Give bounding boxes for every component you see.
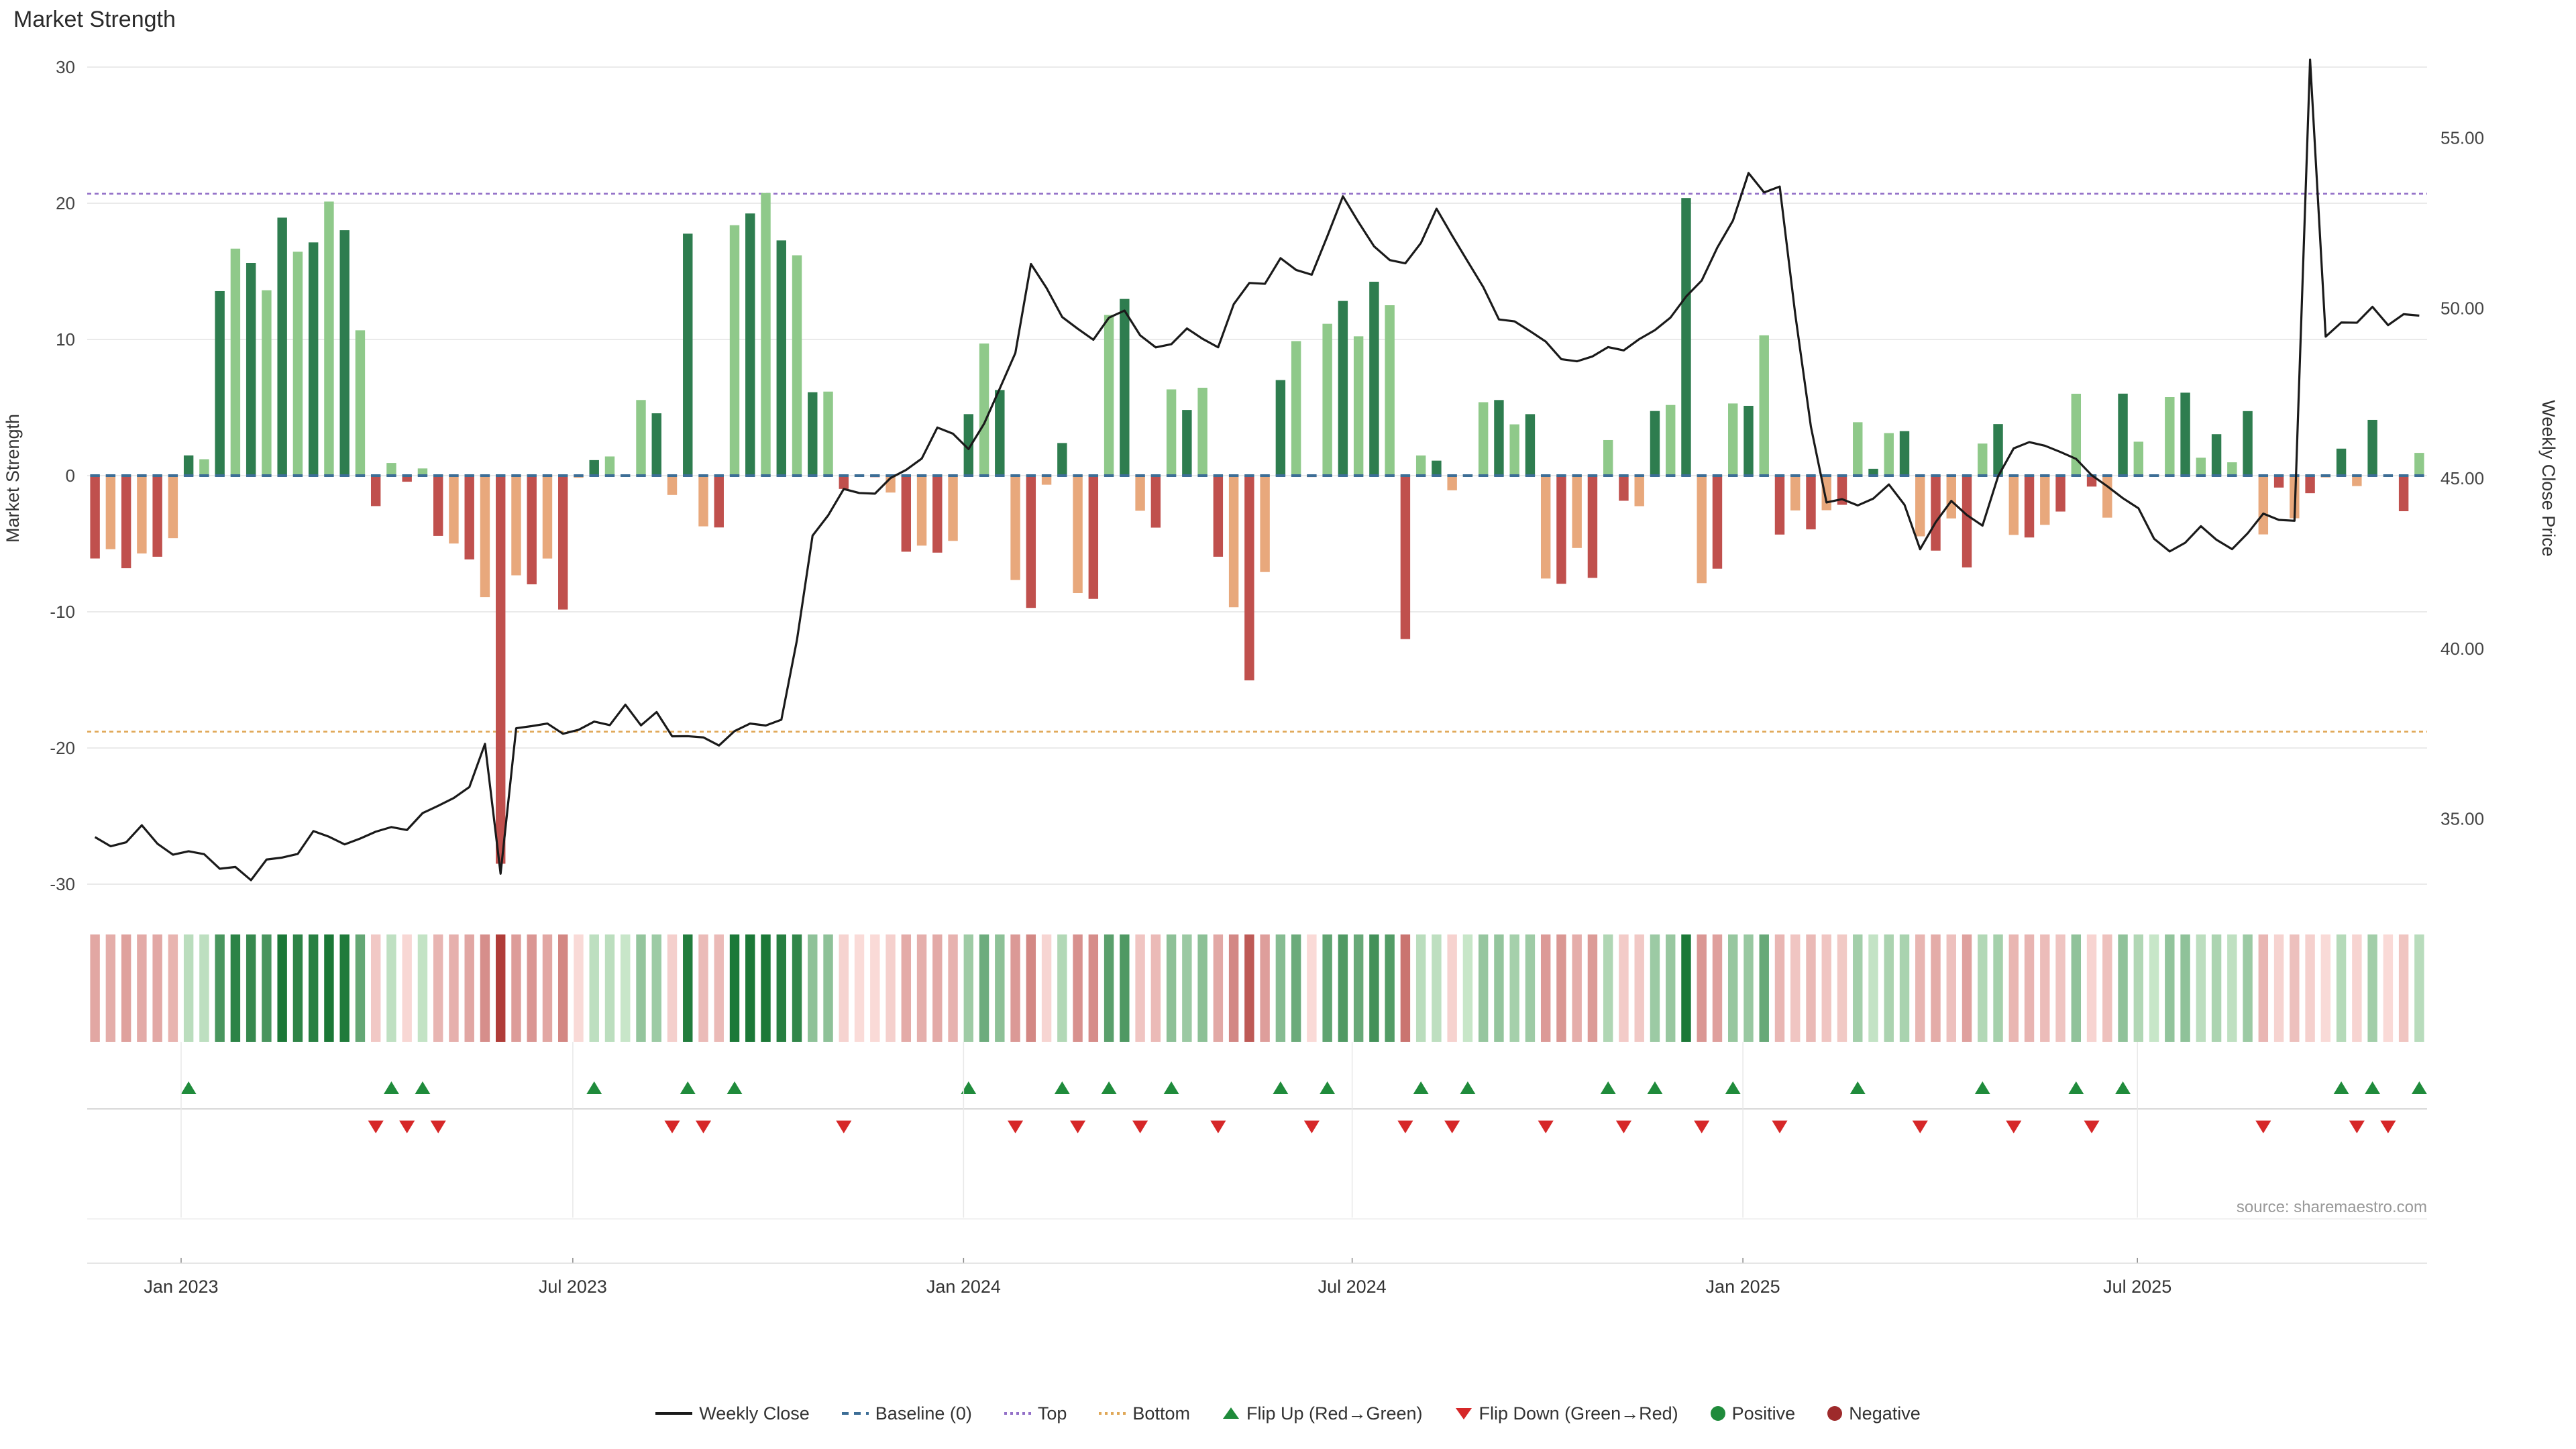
svg-text:source: sharemaestro.com: source: sharemaestro.com [2237,1198,2427,1216]
svg-text:40.00: 40.00 [2440,639,2484,659]
svg-text:55.00: 55.00 [2440,128,2484,148]
svg-text:50.00: 50.00 [2440,298,2484,318]
svg-text:-10: -10 [50,602,75,622]
svg-text:Jan 2023: Jan 2023 [144,1277,218,1297]
svg-text:10: 10 [56,329,75,350]
svg-text:Jul 2024: Jul 2024 [1318,1277,1387,1297]
svg-text:Market Strength: Market Strength [3,414,23,543]
svg-text:30: 30 [56,57,75,77]
svg-text:-30: -30 [50,874,75,894]
svg-text:-20: -20 [50,738,75,758]
svg-text:Jan 2024: Jan 2024 [926,1277,1001,1297]
svg-text:Weekly Close Price: Weekly Close Price [2538,400,2559,557]
svg-text:Jan 2025: Jan 2025 [1706,1277,1780,1297]
svg-text:20: 20 [56,193,75,213]
svg-text:Jul 2025: Jul 2025 [2103,1277,2171,1297]
svg-text:0: 0 [66,466,75,486]
svg-text:35.00: 35.00 [2440,809,2484,829]
svg-text:Jul 2023: Jul 2023 [539,1277,607,1297]
svg-text:45.00: 45.00 [2440,468,2484,488]
